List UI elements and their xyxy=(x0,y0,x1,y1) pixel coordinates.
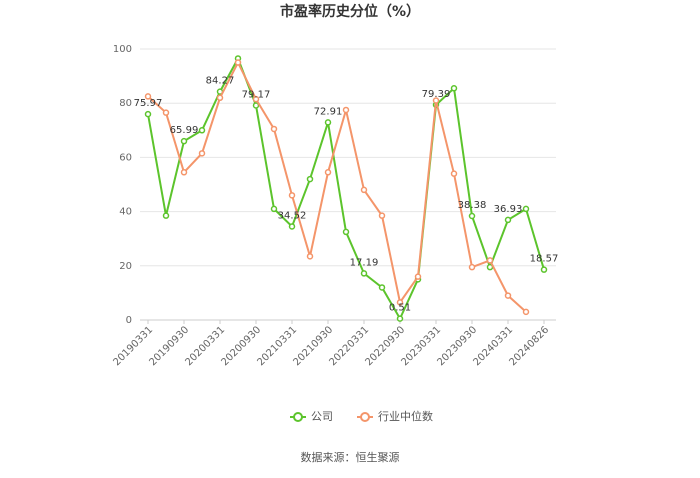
legend-label: 公司 xyxy=(311,410,333,423)
y-tick-label: 80 xyxy=(119,98,132,109)
point xyxy=(144,93,152,100)
point xyxy=(486,257,494,264)
point xyxy=(504,216,512,224)
y-tick-label: 0 xyxy=(126,315,132,326)
data-label: 84.27 xyxy=(206,76,235,87)
point xyxy=(198,150,206,157)
point xyxy=(468,263,476,271)
point xyxy=(234,59,242,66)
legend-label: 行业中位数 xyxy=(378,409,433,423)
point xyxy=(342,228,350,236)
x-tick-label: 20240826 xyxy=(507,324,551,368)
data-label: 36.93 xyxy=(494,204,523,215)
point xyxy=(288,223,296,230)
point xyxy=(450,170,458,177)
point xyxy=(144,110,152,118)
source: 数据来源：恒生聚源 xyxy=(301,450,400,464)
data-label: 0.51 xyxy=(389,303,411,314)
point xyxy=(306,175,314,183)
point xyxy=(324,119,332,126)
point xyxy=(162,212,170,219)
series-line xyxy=(147,60,527,313)
point xyxy=(504,292,512,299)
point xyxy=(216,94,224,102)
point xyxy=(180,169,188,176)
point xyxy=(522,308,530,316)
data-label: 17.19 xyxy=(350,257,379,268)
data-label: 38.38 xyxy=(458,200,487,211)
point xyxy=(198,127,206,134)
point xyxy=(306,253,314,260)
data-label: 79.17 xyxy=(242,89,271,100)
point xyxy=(270,205,278,213)
point xyxy=(342,106,350,114)
data-label: 34.52 xyxy=(278,210,307,221)
point xyxy=(324,169,332,176)
point xyxy=(378,212,386,219)
y-tick-label: 20 xyxy=(119,261,132,272)
point xyxy=(396,299,404,306)
point xyxy=(288,192,296,199)
point xyxy=(414,273,422,280)
chart-title: 市盈率历史分位（%） xyxy=(280,3,420,20)
point xyxy=(252,95,260,103)
data-label: 75.97 xyxy=(134,98,163,109)
point xyxy=(522,205,530,213)
point xyxy=(378,284,386,291)
legend-marker xyxy=(293,412,303,422)
point xyxy=(180,137,188,145)
point xyxy=(432,97,440,104)
point xyxy=(468,212,476,220)
data-label: 72.91 xyxy=(314,106,343,117)
point xyxy=(360,270,368,277)
point xyxy=(540,266,548,273)
y-tick-label: 40 xyxy=(119,207,132,218)
data-label: 18.57 xyxy=(530,254,559,265)
data-label: 65.99 xyxy=(170,125,199,136)
y-tick-label: 100 xyxy=(113,44,132,55)
point xyxy=(450,85,458,92)
point xyxy=(252,102,260,109)
point xyxy=(270,125,278,133)
legend-marker xyxy=(360,412,370,422)
point xyxy=(396,315,404,322)
y-tick-label: 60 xyxy=(119,152,132,163)
data-label: 79.39 xyxy=(422,89,451,100)
point xyxy=(162,109,170,116)
point xyxy=(360,186,368,194)
series-line xyxy=(147,56,545,321)
